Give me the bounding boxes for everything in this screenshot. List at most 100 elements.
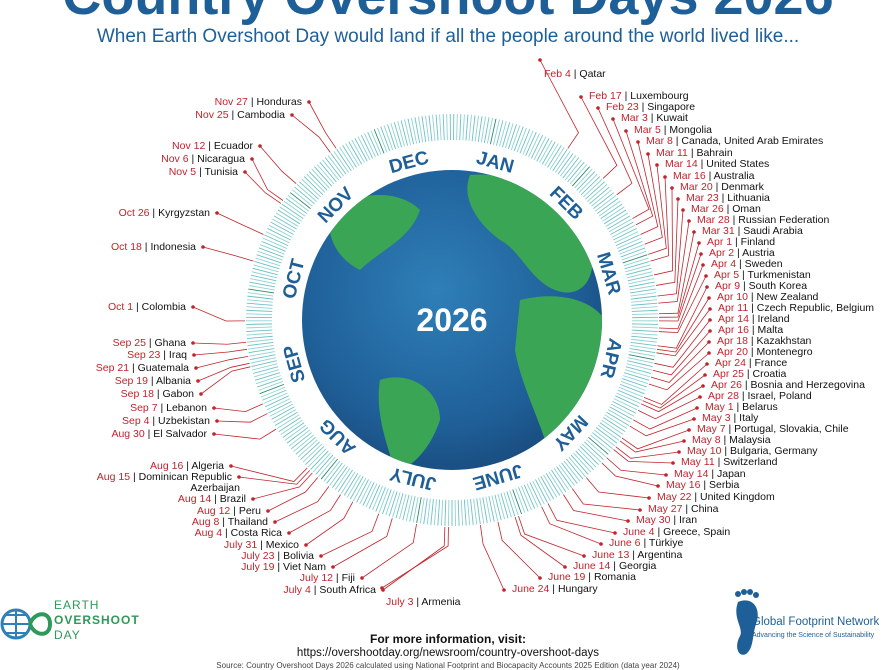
country-label: Apr 10 | New Zealand: [717, 290, 818, 303]
leader-line: [643, 363, 708, 405]
day-tick: [349, 476, 364, 500]
day-tick: [269, 403, 294, 417]
overshoot-date: Nov 27: [214, 95, 248, 108]
overshoot-date: Apr 20: [717, 345, 748, 358]
day-tick: [630, 341, 657, 347]
leader-dot: [695, 406, 699, 410]
leader-line: [202, 246, 254, 262]
day-tick: [297, 439, 318, 458]
day-tick: [600, 203, 623, 220]
day-tick: [519, 129, 531, 154]
overshoot-date: Sep 25: [112, 336, 146, 349]
separator: |: [743, 367, 753, 380]
day-tick: [256, 254, 282, 264]
overshoot-date: Sep 18: [120, 387, 154, 400]
overshoot-date: May 30: [636, 513, 671, 526]
leader-line: [288, 494, 341, 534]
day-tick: [541, 141, 556, 165]
day-tick: [419, 497, 425, 524]
leader-dot: [646, 152, 650, 156]
leader-line: [658, 275, 707, 334]
leader-dot: [677, 450, 681, 454]
day-tick: [311, 168, 330, 189]
leader-line: [518, 515, 585, 557]
leader-line: [193, 348, 248, 356]
day-tick: [622, 378, 647, 388]
day-tick: [383, 125, 394, 151]
leader-dot: [290, 113, 294, 117]
day-tick: [280, 419, 303, 435]
day-tick: [613, 398, 638, 411]
day-tick: [510, 125, 521, 151]
overshoot-date: Apr 14: [718, 312, 749, 325]
separator: |: [747, 290, 757, 303]
day-tick: [502, 122, 511, 148]
day-tick: [316, 164, 335, 185]
country-label: Sep 18 | Gabon: [120, 387, 194, 400]
day-tick: [465, 114, 469, 141]
country-label: May 7 | Portugal, Slovakia, Chile: [697, 423, 849, 435]
overshoot-date: Feb 17: [589, 89, 622, 102]
country-name: Cambodia: [237, 108, 285, 121]
leader-line: [653, 187, 673, 276]
separator: |: [736, 257, 745, 270]
overshoot-date: Feb 4: [544, 67, 571, 80]
country-label: Mar 31 | Saudi Arabia: [702, 225, 803, 237]
country-name: Uzbekistan: [158, 414, 210, 427]
leader-line: [642, 374, 706, 409]
day-tick: [246, 329, 273, 332]
country-label: Sep 21 | Guatemala: [96, 362, 189, 374]
day-tick: [588, 437, 609, 455]
country-name: Sweden: [744, 257, 783, 270]
country-name: Ghana: [154, 336, 186, 349]
day-tick: [329, 464, 346, 486]
separator: |: [660, 123, 670, 136]
day-tick: [327, 155, 345, 177]
separator: |: [211, 492, 220, 505]
info-link[interactable]: https://overshootday.org/newsroom/countr…: [296, 647, 600, 659]
country-name: Austria: [742, 246, 775, 259]
day-tick: [251, 360, 277, 368]
day-tick: [346, 474, 361, 498]
overshoot-date: Mar 8: [646, 134, 673, 147]
footprint-icon: [735, 589, 759, 655]
day-tick: [621, 381, 646, 391]
country-name: Costa Rica: [230, 526, 282, 539]
day-tick: [630, 338, 657, 343]
day-tick: [627, 360, 653, 368]
overshoot-date: May 11: [681, 455, 715, 468]
leader-dot: [611, 117, 615, 121]
leader-line: [637, 141, 659, 235]
leader-line: [497, 521, 541, 579]
country-name: Kyrgyzstan: [158, 206, 210, 219]
day-tick: [462, 114, 465, 141]
day-tick: [444, 499, 447, 526]
separator: |: [570, 67, 580, 80]
overshoot-date: Oct 26: [118, 206, 150, 219]
day-tick: [251, 271, 278, 279]
day-tick: [610, 403, 635, 417]
leader-dot: [251, 497, 255, 501]
day-tick: [247, 292, 274, 297]
country-label: May 3 | Italy: [702, 412, 758, 424]
day-tick: [540, 476, 555, 500]
country-name: South Africa: [319, 583, 376, 596]
overshoot-date: June 4: [623, 525, 655, 538]
globe-loop-icon: [0, 608, 52, 640]
day-tick: [312, 452, 331, 473]
separator: |: [697, 157, 707, 170]
leader-line: [656, 308, 711, 357]
overshoot-date: Sep 4: [122, 414, 150, 427]
day-tick: [308, 171, 328, 191]
day-tick: [629, 351, 655, 357]
day-tick: [425, 115, 430, 142]
day-tick: [273, 215, 297, 230]
day-tick: [250, 274, 277, 282]
country-label: June 4 | Greece, Spain: [623, 525, 730, 538]
day-tick: [261, 240, 286, 252]
day-tick: [333, 151, 350, 173]
day-tick: [252, 267, 278, 276]
day-tick: [611, 224, 636, 238]
day-tick: [416, 497, 422, 524]
logo-line: EARTH: [54, 598, 100, 612]
